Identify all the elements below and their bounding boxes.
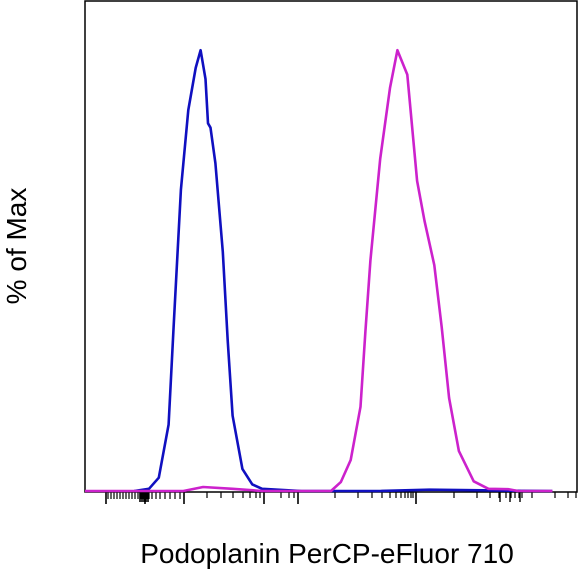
- plot-frame: [84, 0, 578, 493]
- series-line-2: [85, 48, 553, 493]
- y-axis-title: % of Max: [1, 188, 32, 305]
- series-layer: [85, 48, 553, 493]
- x-axis-title: Podoplanin PerCP-eFluor 710: [140, 538, 514, 569]
- x-axis-ticks: [105, 492, 577, 504]
- series-line-1: [134, 48, 553, 493]
